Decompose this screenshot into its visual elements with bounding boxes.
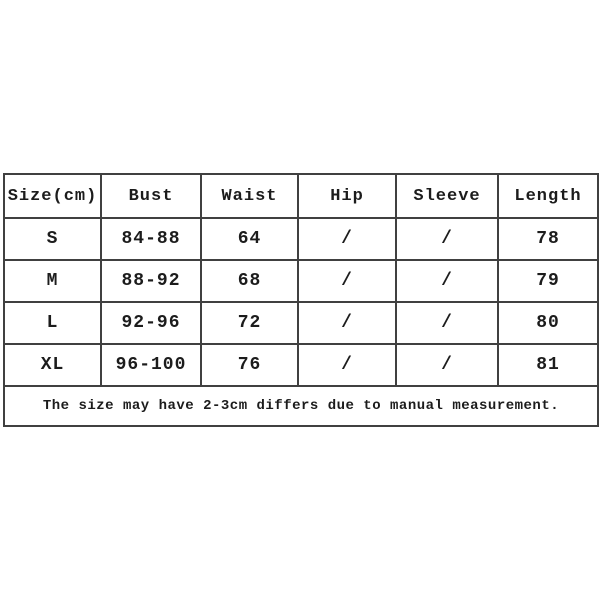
table-row-m: M 88-92 68 / / 79: [3, 259, 599, 303]
cell-size: L: [3, 301, 102, 345]
header-cell-waist: Waist: [200, 173, 299, 219]
cell-size: M: [3, 259, 102, 303]
cell-length: 79: [497, 259, 599, 303]
header-cell-hip: Hip: [297, 173, 397, 219]
size-chart-table: Size(cm) Bust Waist Hip Sleeve Length S …: [3, 173, 599, 427]
cell-hip: /: [297, 259, 397, 303]
cell-hip: /: [297, 343, 397, 387]
cell-hip: /: [297, 217, 397, 261]
header-cell-sleeve: Sleeve: [395, 173, 499, 219]
cell-size: S: [3, 217, 102, 261]
cell-sleeve: /: [395, 301, 499, 345]
cell-length: 78: [497, 217, 599, 261]
measurement-note: The size may have 2-3cm differs due to m…: [3, 385, 599, 427]
cell-waist: 72: [200, 301, 299, 345]
cell-bust: 92-96: [100, 301, 202, 345]
cell-length: 80: [497, 301, 599, 345]
cell-waist: 76: [200, 343, 299, 387]
header-cell-size: Size(cm): [3, 173, 102, 219]
cell-waist: 68: [200, 259, 299, 303]
cell-bust: 96-100: [100, 343, 202, 387]
header-cell-bust: Bust: [100, 173, 202, 219]
cell-length: 81: [497, 343, 599, 387]
size-chart-header-row: Size(cm) Bust Waist Hip Sleeve Length: [3, 173, 599, 219]
cell-hip: /: [297, 301, 397, 345]
table-row-l: L 92-96 72 / / 80: [3, 301, 599, 345]
cell-bust: 84-88: [100, 217, 202, 261]
cell-sleeve: /: [395, 343, 499, 387]
cell-size: XL: [3, 343, 102, 387]
cell-bust: 88-92: [100, 259, 202, 303]
cell-waist: 64: [200, 217, 299, 261]
table-row-s: S 84-88 64 / / 78: [3, 217, 599, 261]
table-row-xl: XL 96-100 76 / / 81: [3, 343, 599, 387]
header-cell-length: Length: [497, 173, 599, 219]
cell-sleeve: /: [395, 217, 499, 261]
measurement-note-row: The size may have 2-3cm differs due to m…: [3, 385, 599, 427]
cell-sleeve: /: [395, 259, 499, 303]
